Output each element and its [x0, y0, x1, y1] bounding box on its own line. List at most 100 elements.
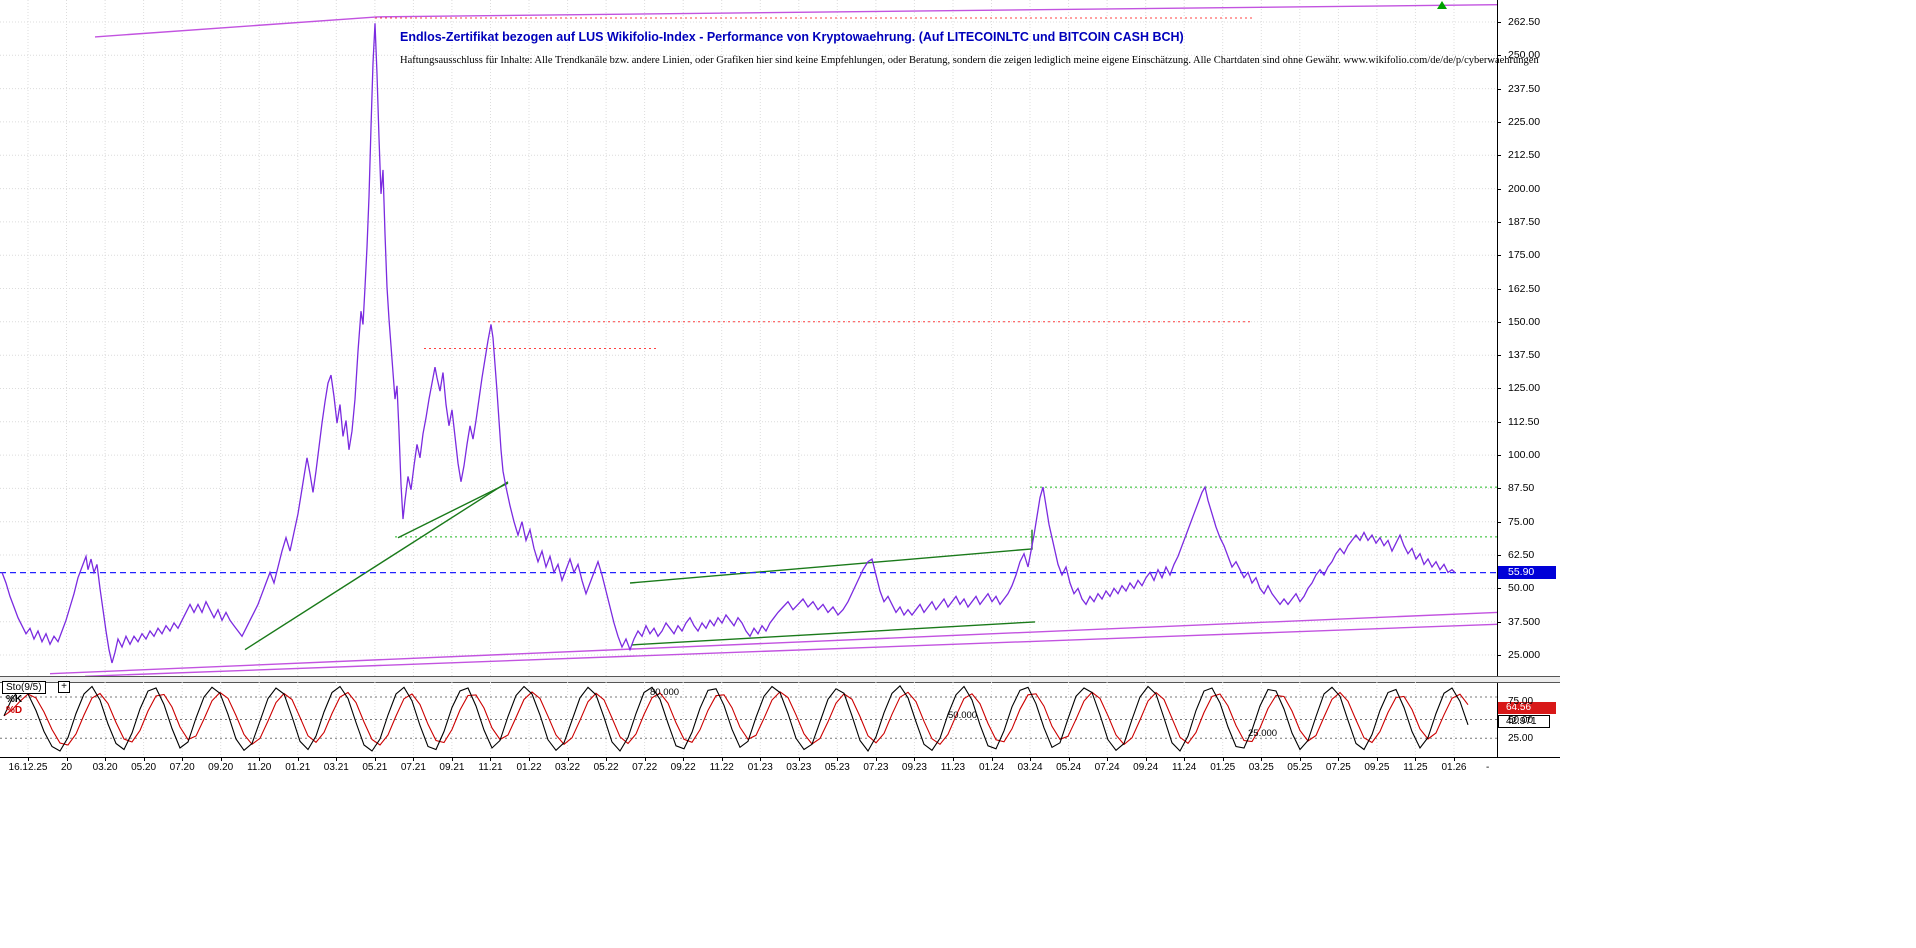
time-axis-label: 03.25 — [1248, 762, 1274, 773]
time-axis-tick — [1184, 757, 1185, 761]
price-axis-label: 25.000 — [1508, 649, 1541, 661]
time-axis-tick — [413, 757, 414, 761]
price-axis-label: 137.50 — [1508, 349, 1541, 361]
time-axis-label: 11.25 — [1403, 762, 1428, 773]
trendline-uptrend-2021-steep — [397, 482, 509, 539]
price-axis-label: 50.00 — [1508, 582, 1535, 594]
d-line-label: %D — [6, 705, 23, 716]
time-axis-tick — [1107, 757, 1108, 761]
chart-title: Endlos-Zertifikat bezogen auf LUS Wikifo… — [400, 30, 1184, 44]
time-axis-tick — [914, 757, 915, 761]
time-axis-label: 09.24 — [1133, 762, 1159, 773]
price-axis-tick — [1497, 189, 1501, 190]
time-axis-tick — [645, 757, 646, 761]
time-axis-tick — [182, 757, 183, 761]
indicator-axis-label: 75.00 — [1508, 696, 1534, 707]
time-axis-label: 07.24 — [1094, 762, 1120, 773]
price-axis-tick — [1497, 222, 1501, 223]
time-axis-label: 11.22 — [709, 762, 734, 773]
time-axis-tick — [837, 757, 838, 761]
k-line-label: %K — [6, 694, 23, 705]
trendline-long-term-support-2 — [84, 623, 1497, 676]
price-axis-tick — [1497, 588, 1501, 589]
time-axis-tick — [28, 757, 29, 761]
time-axis-label: 09.25 — [1364, 762, 1390, 773]
time-axis-label: 09.21 — [439, 762, 465, 773]
time-axis-tick — [1030, 757, 1031, 761]
price-axis-label: 200.00 — [1508, 183, 1541, 195]
time-axis-label: 01.26 — [1441, 762, 1467, 773]
price-axis-tick — [1497, 355, 1501, 356]
indicator-level-label: 80.000 — [650, 687, 680, 698]
time-axis-label: 03.21 — [323, 762, 349, 773]
time-axis-label: 11.23 — [940, 762, 966, 773]
time-axis-label: 05.25 — [1287, 762, 1313, 773]
time-axis-line — [0, 757, 1560, 758]
time-axis-tick — [760, 757, 761, 761]
time-axis-label: 03.22 — [555, 762, 581, 773]
price-axis-tick — [1497, 255, 1501, 256]
price-axis-label: 250.00 — [1508, 49, 1541, 61]
time-axis-tick — [1377, 757, 1378, 761]
price-axis-label: 175.00 — [1508, 249, 1541, 261]
time-axis-label: 09.20 — [208, 762, 234, 773]
time-axis-label: 01.24 — [978, 762, 1005, 773]
time-axis-label: 01.25 — [1210, 762, 1236, 773]
time-axis-label: 20 — [60, 762, 73, 773]
time-axis-tick — [1146, 757, 1147, 761]
time-axis-tick — [1069, 757, 1070, 761]
indicator-expand-button[interactable]: + — [58, 681, 70, 693]
time-axis-tick — [259, 757, 260, 761]
price-axis-label: 100.00 — [1508, 449, 1541, 461]
price-axis-label: 125.00 — [1508, 382, 1541, 394]
main-chart-canvas[interactable] — [0, 0, 1497, 676]
indicator-name-box[interactable]: Sto(9/5) — [2, 681, 46, 694]
indicator-level-label: 50.000 — [948, 710, 978, 721]
time-axis-label: 09.23 — [901, 762, 927, 773]
price-axis-tick — [1497, 289, 1501, 290]
time-axis-tick — [452, 757, 453, 761]
price-axis-tick — [1497, 55, 1501, 56]
time-axis-tick — [1338, 757, 1339, 761]
time-axis-tick — [490, 757, 491, 761]
stochastic-canvas[interactable] — [0, 682, 1497, 757]
price-axis-label: 62.50 — [1508, 549, 1535, 561]
time-axis-tick — [1300, 757, 1301, 761]
price-axis-label: 212.50 — [1508, 149, 1541, 161]
time-axis-label: 07.25 — [1325, 762, 1351, 773]
time-axis-label: 11.24 — [1172, 762, 1197, 773]
price-axis-label: 237.50 — [1508, 83, 1541, 95]
price-axis-tick — [1497, 655, 1501, 656]
price-axis-line — [1497, 0, 1498, 758]
price-axis-label: 262.50 — [1508, 16, 1541, 28]
price-axis-label: 37.500 — [1508, 616, 1541, 628]
chart-disclaimer: Haftungsausschluss für Inhalte: Alle Tre… — [400, 55, 1539, 66]
trendline-upper-channel-right — [376, 4, 1497, 18]
time-axis-tick — [876, 757, 877, 761]
time-axis-label: 05.24 — [1056, 762, 1082, 773]
price-axis-label: 162.50 — [1508, 283, 1541, 295]
price-axis-tick — [1497, 422, 1501, 423]
time-axis-label: 05.22 — [593, 762, 619, 773]
d-line — [3, 691, 1469, 746]
trendline-channel-2022-2024-lower — [631, 621, 1036, 646]
price-axis-tick — [1497, 555, 1501, 556]
panel-separator[interactable] — [0, 676, 1560, 683]
time-axis-tick — [722, 757, 723, 761]
price-axis-tick — [1497, 488, 1501, 489]
time-axis-label: 07.22 — [632, 762, 658, 773]
time-axis-label: 05.21 — [362, 762, 388, 773]
time-axis-tick — [992, 757, 993, 761]
time-axis-label: 05.23 — [824, 762, 850, 773]
time-axis-tick — [375, 757, 376, 761]
price-axis-tick — [1497, 622, 1501, 623]
indicator-name: Sto(9/5) — [6, 682, 42, 693]
price-axis-tick — [1497, 155, 1501, 156]
price-line — [1, 23, 1456, 664]
time-axis-tick — [606, 757, 607, 761]
trendline-long-term-support-1 — [49, 611, 1497, 675]
price-axis-label: 225.00 — [1508, 116, 1541, 128]
time-axis-tick — [953, 757, 954, 761]
time-axis-label: 11.21 — [478, 762, 503, 773]
time-axis-tick — [683, 757, 684, 761]
